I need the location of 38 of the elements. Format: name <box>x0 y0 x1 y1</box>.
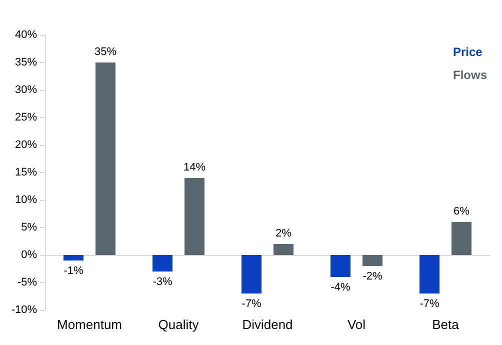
x-tick-label: Beta <box>432 317 460 332</box>
y-tick-label: -10% <box>11 304 38 316</box>
y-tick-label: 40% <box>14 29 38 41</box>
bar <box>420 255 440 294</box>
bar <box>152 255 172 272</box>
x-tick-label: Quality <box>158 317 200 332</box>
y-tick-label: 20% <box>14 139 38 151</box>
y-tick-label: 10% <box>14 194 38 206</box>
x-tick-label: Vol <box>347 317 366 332</box>
data-label: -4% <box>330 282 350 294</box>
y-tick-label: 30% <box>14 84 38 96</box>
bar <box>64 255 84 260</box>
y-tick-label: 5% <box>21 222 38 234</box>
y-tick-label: 15% <box>14 166 38 178</box>
bar <box>242 255 262 294</box>
bar <box>452 222 472 255</box>
text: Price <box>453 45 483 59</box>
y-tick-label: 0% <box>21 249 38 261</box>
data-label: 14% <box>183 162 206 174</box>
data-label: -7% <box>420 298 440 310</box>
data-label: -1% <box>64 265 84 277</box>
data-label: -2% <box>362 270 382 282</box>
y-tick-label: 35% <box>14 56 38 68</box>
data-label: 35% <box>94 46 117 58</box>
text: Flows <box>453 68 488 82</box>
data-label: 6% <box>454 206 470 218</box>
x-tick-label: Momentum <box>56 317 122 332</box>
data-label: -7% <box>242 298 262 310</box>
bar <box>96 62 116 255</box>
bar <box>362 255 382 266</box>
bar <box>330 255 350 277</box>
bar <box>184 178 204 255</box>
data-label: 2% <box>276 228 292 240</box>
y-tick-label: 25% <box>14 112 38 124</box>
y-tick-label: -5% <box>17 276 38 288</box>
data-label: -3% <box>152 276 172 288</box>
x-tick-label: Dividend <box>242 317 293 332</box>
bar <box>274 244 294 255</box>
